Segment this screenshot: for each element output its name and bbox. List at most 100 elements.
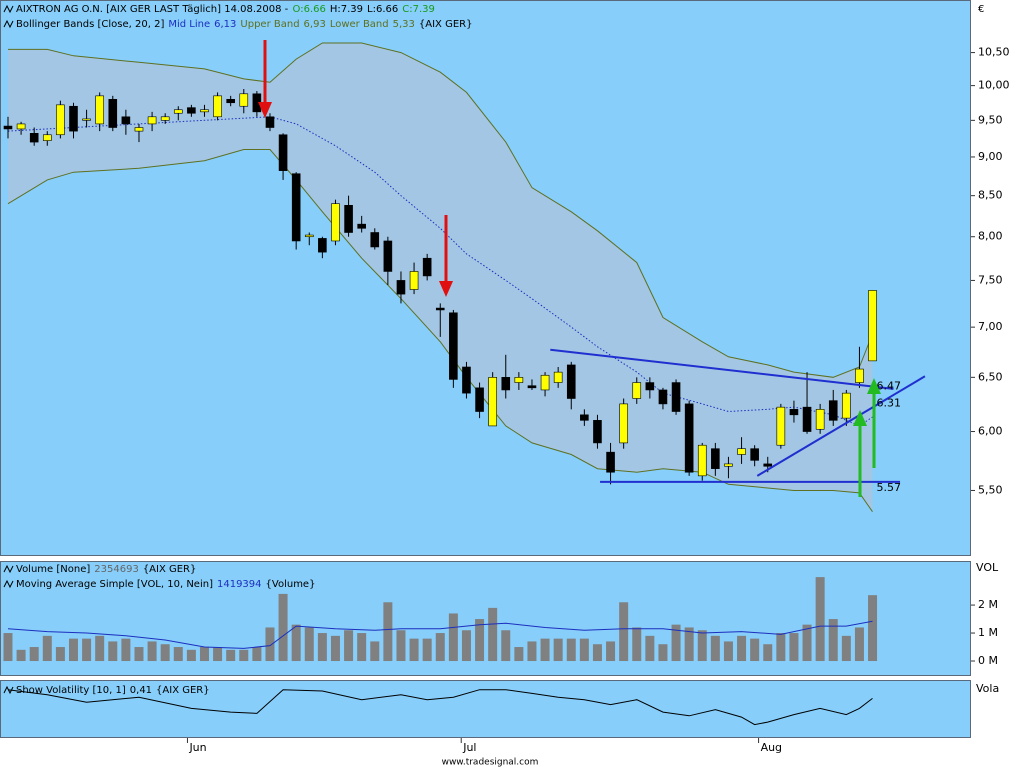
- bar: [579, 638, 589, 662]
- indicator-legend: Bollinger Bands [Close, 20, 2] Mid Line 6,…: [16, 19, 472, 30]
- candle-body: [855, 368, 864, 383]
- bar: [344, 630, 354, 662]
- legend-text: {AIX GER}: [156, 685, 210, 696]
- bar: [3, 633, 13, 662]
- candle-body: [134, 127, 144, 132]
- candle-body: [619, 403, 628, 444]
- bar: [409, 638, 419, 662]
- bar: [802, 624, 812, 662]
- legend-icon: [3, 685, 14, 695]
- bar: [684, 627, 694, 662]
- y-tick-label: 9,00: [978, 150, 1003, 163]
- bar: [514, 647, 524, 662]
- candle-body: [370, 232, 380, 248]
- legend-text: {AIX GER}: [419, 19, 473, 30]
- bar: [815, 577, 825, 662]
- bar: [697, 630, 707, 662]
- legend-icon: [3, 579, 14, 589]
- series-line: [7, 116, 873, 427]
- series-legend: Moving Average Simple [VOL, 10, Nein] 141…: [16, 579, 315, 590]
- bar: [265, 627, 275, 662]
- candle-body: [540, 374, 550, 391]
- candle-body: [514, 377, 524, 383]
- legend-text: 6,13: [214, 19, 236, 30]
- bar: [291, 624, 301, 662]
- legend-text: C:7.39: [402, 4, 435, 15]
- trend-line: [550, 348, 894, 390]
- candle-body: [475, 387, 484, 412]
- candle-body: [449, 312, 458, 380]
- bar: [252, 647, 262, 662]
- series-line: [7, 149, 873, 512]
- candle-body: [396, 280, 406, 295]
- legend-text: Lower Band: [330, 19, 389, 30]
- candle-body: [488, 377, 497, 427]
- candle-body: [82, 118, 91, 121]
- y-tick-label: 10,50: [978, 46, 1010, 59]
- candle-body: [697, 444, 707, 477]
- candle-body: [121, 116, 131, 125]
- bar: [566, 638, 576, 662]
- bar: [710, 635, 720, 662]
- series-line: [8, 42, 873, 378]
- candle-body: [776, 406, 786, 446]
- bar: [448, 613, 458, 662]
- bar: [776, 633, 786, 662]
- legend-text: 2354693: [94, 564, 139, 575]
- x-tick-label: Jul: [462, 741, 476, 754]
- bar: [841, 635, 851, 662]
- legend-text: {AIX GER}: [143, 564, 197, 575]
- bar: [868, 595, 878, 662]
- candle-body: [580, 414, 589, 421]
- candle-body: [828, 400, 838, 421]
- band-fill: [8, 43, 873, 512]
- bar: [619, 602, 629, 662]
- bar: [121, 638, 131, 662]
- candle-body: [632, 382, 642, 399]
- annotation: 6.31: [876, 396, 901, 409]
- candle-body: [16, 123, 26, 130]
- candle-body: [422, 257, 432, 277]
- bar: [134, 647, 144, 662]
- bar: [475, 619, 485, 662]
- y-tick-label: 7,00: [978, 320, 1003, 333]
- bar: [527, 641, 537, 662]
- candle-body: [187, 107, 196, 114]
- y-tick-label: 6,50: [978, 370, 1003, 383]
- bar: [357, 633, 367, 662]
- candle-body: [278, 134, 288, 171]
- legend-text: O:6.66: [293, 4, 326, 15]
- legend-text: Volume [None]: [16, 564, 90, 575]
- bar: [226, 649, 236, 662]
- annotation: 5.57: [876, 481, 901, 494]
- legend-icon: [3, 4, 14, 14]
- legend-text: H:7.39: [330, 4, 363, 15]
- bar: [317, 633, 327, 662]
- y-tick-label: 10,00: [978, 79, 1010, 92]
- bar: [147, 641, 157, 662]
- x-tick-label: Aug: [761, 741, 782, 754]
- candle-body: [56, 104, 65, 136]
- candle-body: [658, 389, 668, 405]
- bar: [854, 627, 864, 662]
- series-line: [7, 689, 873, 726]
- bar: [422, 638, 432, 662]
- bar: [828, 619, 838, 662]
- candle-body: [645, 382, 655, 391]
- candle-body: [789, 409, 799, 416]
- bar: [55, 647, 65, 662]
- candle-body: [108, 98, 118, 128]
- legend-text: L:6.66: [367, 4, 398, 15]
- bar: [186, 649, 196, 662]
- candle-body: [160, 116, 170, 121]
- y-tick-label: 9,50: [978, 113, 1003, 126]
- bar: [632, 627, 642, 662]
- bar: [278, 593, 288, 662]
- plot-layer: 5,50 6,00 6,50 7,00 7,50 8,00 8,50 9,00 9,50 10,0…: [3, 4, 1010, 754]
- candle-body: [724, 463, 733, 467]
- axis-label: Vola: [976, 682, 999, 695]
- bar: [42, 635, 52, 662]
- bar: [213, 647, 223, 662]
